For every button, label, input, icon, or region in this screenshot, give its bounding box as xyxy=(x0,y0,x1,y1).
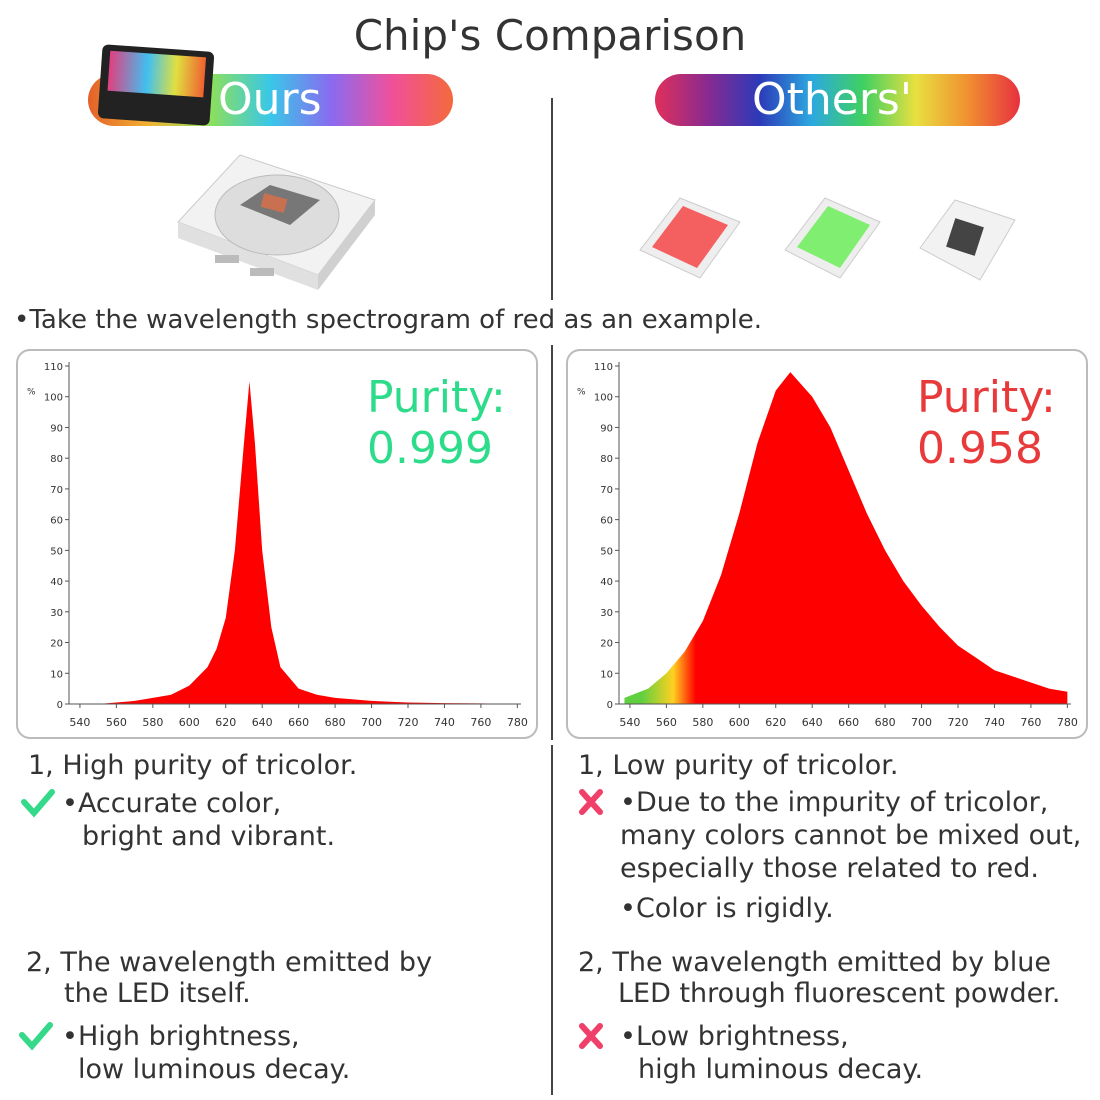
y-axis-label: % xyxy=(27,388,36,398)
bullet: Due to the impurity of tricolor, xyxy=(620,787,1048,819)
x-tick-label: 660 xyxy=(288,716,309,729)
illustrations xyxy=(97,44,1016,290)
header: Ours xyxy=(218,74,322,125)
y-tick-label: 0 xyxy=(607,700,613,711)
x-tick-label: 620 xyxy=(765,716,786,729)
x-tick-label: 720 xyxy=(398,716,419,729)
x-tick-label: 680 xyxy=(325,716,346,729)
y-tick-label: 40 xyxy=(50,577,63,588)
y-tick-label: 80 xyxy=(50,454,63,465)
x-tick-label: 780 xyxy=(1057,716,1078,729)
y-tick-label: 80 xyxy=(600,454,613,465)
y-tick-label: 20 xyxy=(600,639,613,650)
red-chip xyxy=(639,197,741,279)
x-tick-label: 580 xyxy=(692,716,713,729)
point-heading: 2, The wavelength emitted by xyxy=(26,947,433,978)
header-pill: Others' xyxy=(655,74,1020,126)
green-chip xyxy=(784,197,881,279)
bullet: Low brightness, xyxy=(620,1021,849,1053)
x-tick-label: 760 xyxy=(470,716,491,729)
x-tick-label: 540 xyxy=(619,716,640,729)
blue-chip xyxy=(919,199,1016,281)
purity-value: 0.958 xyxy=(917,423,1043,474)
purity-value: 0.999 xyxy=(367,423,493,474)
bullet: low luminous decay. xyxy=(78,1054,351,1085)
header: Others' xyxy=(752,74,912,125)
cross-icon xyxy=(579,1023,603,1049)
y-tick-label: 0 xyxy=(57,700,63,711)
cross-icon xyxy=(579,789,603,815)
x-tick-label: 640 xyxy=(802,716,823,729)
annotation: Purity: xyxy=(917,372,1056,423)
x-tick-label: 540 xyxy=(69,716,90,729)
y-tick-label: 60 xyxy=(600,516,613,527)
bullet: bright and vibrant. xyxy=(82,821,336,852)
y-axis-label: % xyxy=(577,388,586,398)
x-tick-label: 780 xyxy=(507,716,528,729)
y-tick-label: 70 xyxy=(600,485,613,496)
spectrum-area xyxy=(624,372,1068,704)
y-tick-label: 60 xyxy=(50,516,63,527)
x-tick-label: 660 xyxy=(838,716,859,729)
divider xyxy=(551,98,553,300)
x-tick-label: 740 xyxy=(434,716,455,729)
divider xyxy=(551,345,553,740)
y-tick-label: 100 xyxy=(44,393,63,404)
x-tick-label: 600 xyxy=(729,716,750,729)
y-tick-label: 70 xyxy=(50,485,63,496)
x-tick-label: 600 xyxy=(179,716,200,729)
y-tick-label: 100 xyxy=(594,393,613,404)
bullet: high luminous decay. xyxy=(638,1054,924,1085)
x-tick-label: 580 xyxy=(142,716,163,729)
point-heading: 2, The wavelength emitted by blue xyxy=(578,947,1051,978)
annotation: Purity: xyxy=(367,372,506,423)
check-icon xyxy=(19,1022,53,1051)
icons xyxy=(19,789,603,1051)
bullet: many colors cannot be mixed out, xyxy=(620,820,1082,851)
point-heading: LED through fluorescent powder. xyxy=(618,978,1061,1009)
x-tick-label: 740 xyxy=(984,716,1005,729)
flood-light xyxy=(97,44,215,126)
x-tick-label: 620 xyxy=(215,716,236,729)
point-heading: the LED itself. xyxy=(64,978,251,1009)
y-tick-label: 110 xyxy=(594,362,613,373)
point-heading: 1, High purity of tricolor. xyxy=(28,750,358,781)
bullet: Color is rigidly. xyxy=(620,893,834,925)
note: Take the wavelength spectrogram of red a… xyxy=(14,304,762,336)
y-tick-label: 30 xyxy=(600,608,613,619)
x-tick-label: 680 xyxy=(875,716,896,729)
x-tick-label: 640 xyxy=(252,716,273,729)
y-tick-label: 40 xyxy=(600,577,613,588)
rgb-chip xyxy=(177,154,376,290)
title: Chip's Comparison xyxy=(353,11,747,60)
y-tick-label: 90 xyxy=(600,423,613,434)
y-tick-label: 30 xyxy=(50,608,63,619)
y-tick-label: 50 xyxy=(50,546,63,557)
y-tick-label: 50 xyxy=(600,546,613,557)
y-tick-label: 110 xyxy=(44,362,63,373)
x-tick-label: 720 xyxy=(948,716,969,729)
bullet: especially those related to red. xyxy=(620,853,1039,884)
bullet: Accurate color, xyxy=(62,788,281,820)
y-tick-label: 90 xyxy=(50,423,63,434)
chart-panel xyxy=(16,349,538,739)
y-tick-label: 10 xyxy=(50,669,63,680)
x-tick-label: 760 xyxy=(1020,716,1041,729)
y-tick-label: 10 xyxy=(600,669,613,680)
y-tick-label: 20 xyxy=(50,639,63,650)
x-tick-label: 700 xyxy=(361,716,382,729)
x-tick-label: 560 xyxy=(106,716,127,729)
bullet: High brightness, xyxy=(62,1021,300,1053)
divider xyxy=(551,745,553,1095)
x-tick-label: 560 xyxy=(656,716,677,729)
point-heading: 1, Low purity of tricolor. xyxy=(578,750,899,781)
chart-panel xyxy=(566,349,1088,739)
check-icon xyxy=(21,789,55,818)
x-tick-label: 700 xyxy=(911,716,932,729)
